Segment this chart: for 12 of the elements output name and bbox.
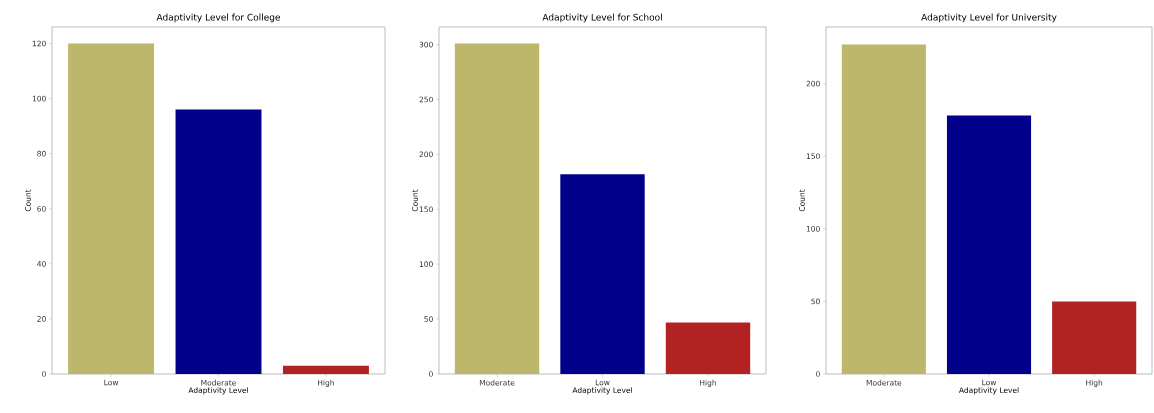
- chart-title: Adaptivity Level for University: [921, 13, 1057, 23]
- bar: [946, 115, 1032, 374]
- chart-title: Adaptivity Level for College: [156, 13, 280, 23]
- bar: [68, 43, 155, 374]
- bar: [665, 322, 751, 374]
- bar: [1052, 301, 1137, 374]
- bar: [454, 43, 540, 374]
- bar: [841, 44, 926, 374]
- chart-title: Adaptivity Level for School: [542, 13, 662, 23]
- bar: [560, 174, 645, 374]
- bar: [282, 365, 369, 374]
- bar: [175, 109, 262, 374]
